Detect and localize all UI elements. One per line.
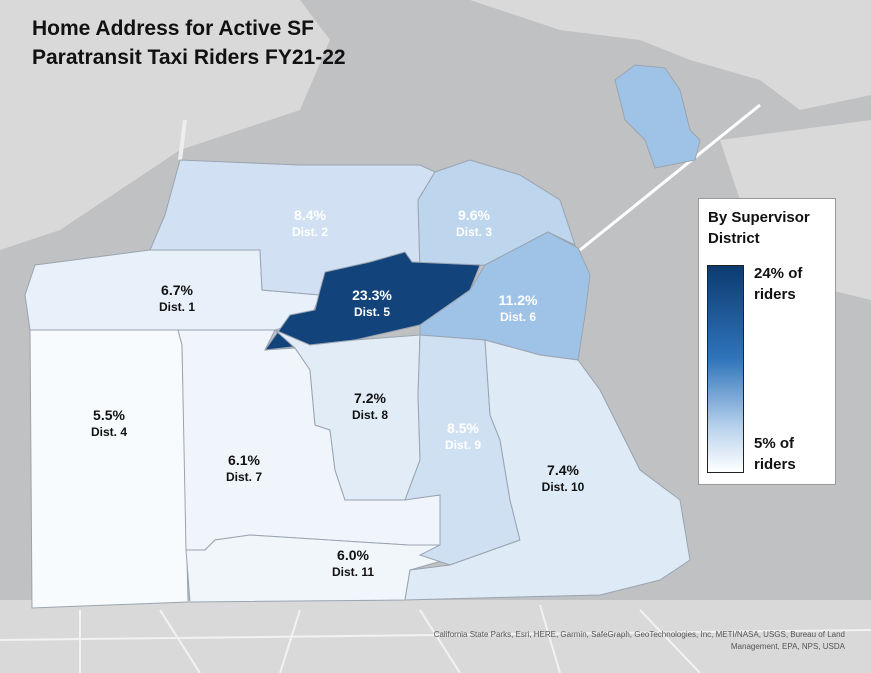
- legend-color-ramp: [707, 265, 744, 473]
- map-title-line-2: Paratransit Taxi Riders FY21-22: [32, 46, 346, 69]
- dist-3-area[interactable]: [417, 159, 576, 271]
- districts: [24, 64, 701, 609]
- dist-4-area[interactable]: [29, 329, 189, 609]
- legend-max-label: 24% of riders: [754, 265, 803, 303]
- dist-1-name: Dist. 1: [158, 300, 196, 314]
- golden-gate-bridge: [178, 119, 187, 161]
- legend-min-label: 5% of riders: [754, 435, 796, 473]
- land-marin: [0, 0, 330, 250]
- dist-8-label: 7.2% Dist. 8: [352, 389, 388, 423]
- dist-5-pct: 23.3%: [352, 287, 392, 303]
- south-roads: [0, 604, 871, 673]
- dist-11-name: Dist. 11: [331, 565, 375, 579]
- dist-2-pct: 8.4%: [294, 207, 326, 223]
- dist-6-name: Dist. 6: [499, 310, 536, 324]
- dist-11-pct: 6.0%: [337, 547, 369, 563]
- map-title: Home Address for Active SF Paratransit T…: [32, 14, 452, 72]
- dist-10-name: Dist. 10: [541, 480, 585, 494]
- dist-10-pct: 7.4%: [547, 462, 579, 478]
- dist-4-label: 5.5% Dist. 4: [91, 406, 127, 440]
- dist-1-pct: 6.7%: [161, 282, 193, 298]
- dist-8-name: Dist. 8: [351, 408, 389, 422]
- dist-5-label: 23.3% Dist. 5: [352, 286, 392, 320]
- dist-3-pct: 9.6%: [458, 207, 490, 223]
- dist-3-label: 9.6% Dist. 3: [456, 206, 492, 240]
- dist-11-label: 6.0% Dist. 11: [332, 546, 374, 580]
- bay-bridge: [579, 103, 761, 252]
- dist-8-area[interactable]: [274, 329, 421, 501]
- land-north: [470, 0, 871, 110]
- map-attribution: California State Parks, Esri, HERE, Garm…: [433, 630, 845, 651]
- treasure-island-area[interactable]: [614, 64, 701, 169]
- dist-7-pct: 6.1%: [228, 452, 260, 468]
- dist-2-name: Dist. 2: [291, 225, 329, 239]
- dist-5-name: Dist. 5: [353, 305, 391, 319]
- map-title-line-1: Home Address for Active SF: [32, 17, 315, 40]
- dist-8-pct: 7.2%: [354, 390, 386, 406]
- dist-6-pct: 11.2%: [498, 292, 538, 308]
- legend: By Supervisor District 24% of riders 5% …: [698, 198, 836, 485]
- dist-10-label: 7.4% Dist. 10: [542, 461, 585, 495]
- dist-6-label: 11.2% Dist. 6: [499, 291, 538, 325]
- land-south: [0, 600, 871, 673]
- dist-10-area[interactable]: [404, 339, 691, 601]
- legend-title: By Supervisor District: [708, 209, 810, 247]
- dist-9-label: 8.5% Dist. 9: [445, 419, 481, 453]
- dist-2-label: 8.4% Dist. 2: [292, 206, 328, 240]
- dist-4-pct: 5.5%: [93, 407, 125, 423]
- dist-3-name: Dist. 3: [455, 225, 493, 239]
- dist-9-name: Dist. 9: [444, 438, 482, 452]
- dist-7-name: Dist. 7: [225, 470, 263, 484]
- dist-1-label: 6.7% Dist. 1: [159, 281, 195, 315]
- dist-4-name: Dist. 4: [90, 425, 128, 439]
- dist-9-pct: 8.5%: [447, 420, 479, 436]
- dist-5-area[interactable]: [263, 251, 481, 351]
- dist-7-label: 6.1% Dist. 7: [226, 451, 262, 485]
